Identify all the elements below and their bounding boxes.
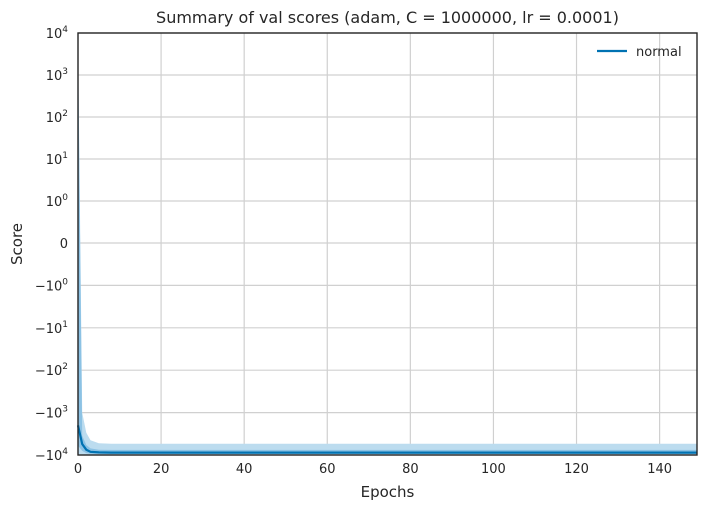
x-tick-label: 20 xyxy=(153,462,170,477)
y-tick-label: −102 xyxy=(35,362,68,379)
y-tick-label: −103 xyxy=(35,405,68,422)
y-tick-label: −100 xyxy=(35,277,68,294)
inner-band xyxy=(78,45,697,454)
x-tick-label: 100 xyxy=(481,462,506,477)
x-tick-label: 140 xyxy=(647,462,672,477)
x-tick-label: 40 xyxy=(236,462,253,477)
y-tick-label: 103 xyxy=(46,67,68,84)
mean-line xyxy=(76,425,697,454)
legend: normal xyxy=(597,45,682,60)
y-tick-label: 100 xyxy=(46,193,69,210)
y-axis-title: Score xyxy=(8,223,26,265)
x-tick-labels: 0 20 40 60 80 100 120 140 xyxy=(74,462,672,477)
grid-lines xyxy=(77,32,697,456)
y-tick-label: −104 xyxy=(35,447,68,464)
y-tick-label: 0 xyxy=(60,237,68,252)
x-axis-title: Epochs xyxy=(361,483,415,501)
x-tick-label: 60 xyxy=(319,462,336,477)
y-tick-labels: 104 103 102 101 100 0 −100 −101 −102 −103 −104 xyxy=(35,25,68,464)
y-tick-label: 102 xyxy=(46,109,68,126)
outer-band xyxy=(78,34,697,455)
y-tick-label: 101 xyxy=(46,151,68,168)
series-lines xyxy=(76,425,697,454)
y-tick-label: −101 xyxy=(35,320,68,337)
legend-label: normal xyxy=(636,45,682,60)
y-tick-label: 104 xyxy=(46,25,69,42)
plot-frame xyxy=(77,32,698,456)
confidence-bands xyxy=(78,34,697,455)
x-tick-label: 0 xyxy=(74,462,82,477)
x-tick-label: 120 xyxy=(564,462,589,477)
chart-title: Summary of val scores (adam, C = 1000000… xyxy=(156,8,619,27)
x-tick-label: 80 xyxy=(402,462,419,477)
